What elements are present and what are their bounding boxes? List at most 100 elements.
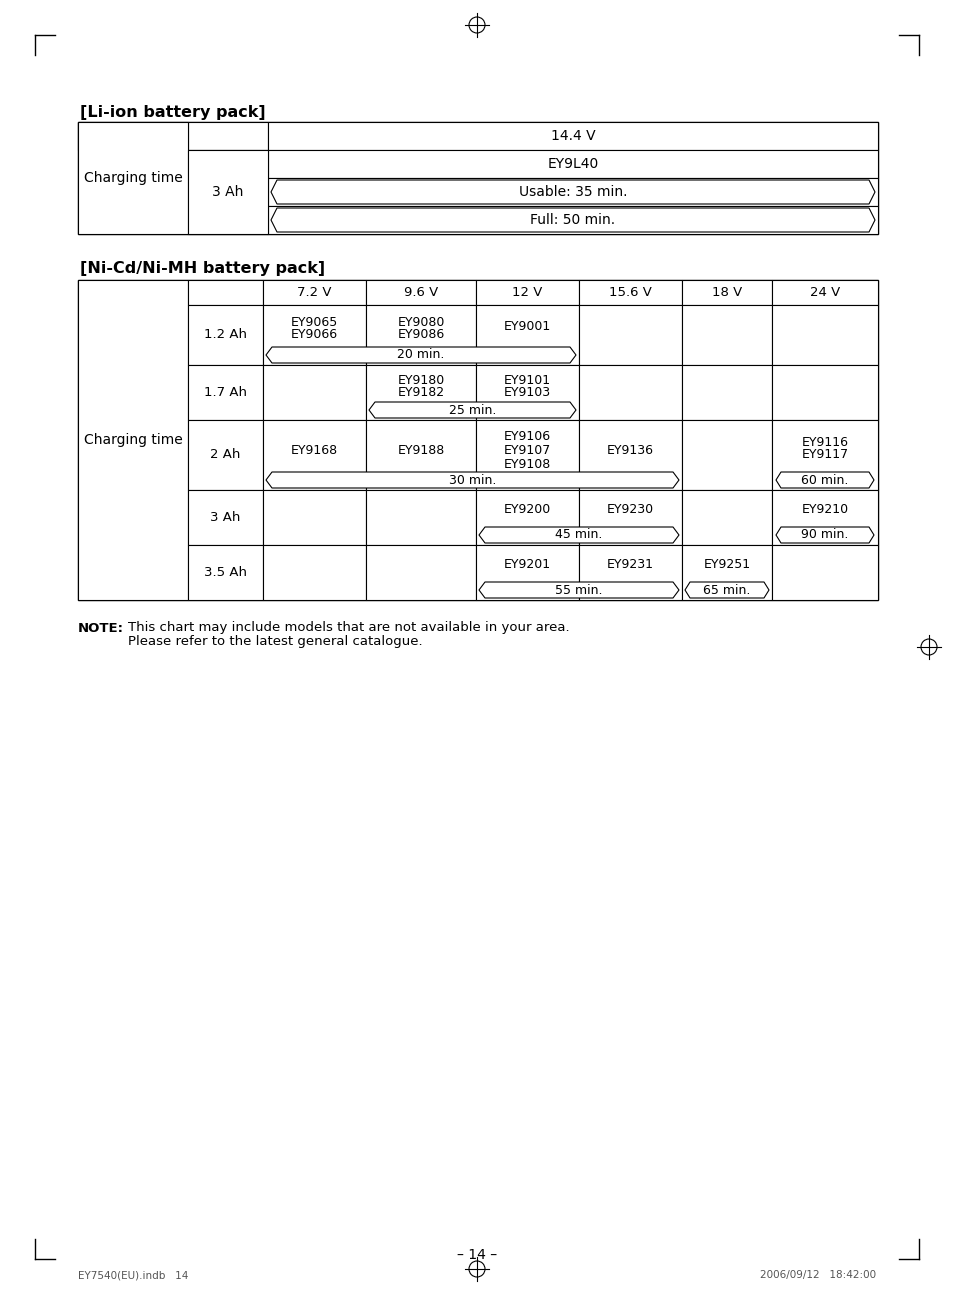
Text: EY9086: EY9086 <box>397 329 444 342</box>
Text: EY9251: EY9251 <box>702 558 750 571</box>
Bar <box>268 179 877 206</box>
Text: 65 min.: 65 min. <box>702 584 750 597</box>
Bar <box>366 305 476 365</box>
Text: EY9080: EY9080 <box>396 317 444 330</box>
Bar <box>188 490 263 545</box>
Polygon shape <box>684 582 768 598</box>
Text: 2 Ah: 2 Ah <box>210 449 240 462</box>
Polygon shape <box>271 180 874 204</box>
Bar <box>476 421 578 490</box>
Bar <box>476 365 578 421</box>
Text: 9.6 V: 9.6 V <box>403 286 437 299</box>
Text: 18 V: 18 V <box>711 286 741 299</box>
Bar <box>188 179 268 206</box>
Text: EY9168: EY9168 <box>291 445 337 458</box>
Text: EY9200: EY9200 <box>503 503 551 516</box>
Text: Charging time: Charging time <box>84 171 182 185</box>
Text: EY9116: EY9116 <box>801 436 847 449</box>
Text: This chart may include models that are not available in your area.: This chart may include models that are n… <box>128 621 569 634</box>
Text: EY9180: EY9180 <box>397 374 444 387</box>
Bar <box>188 150 268 179</box>
Text: 3 Ah: 3 Ah <box>213 185 243 199</box>
Text: 14.4 V: 14.4 V <box>550 129 595 144</box>
Bar <box>578 280 681 305</box>
Bar <box>268 122 877 150</box>
Bar <box>681 490 771 545</box>
Polygon shape <box>775 527 873 543</box>
Text: 25 min.: 25 min. <box>448 404 496 417</box>
Text: EY9107: EY9107 <box>503 445 551 458</box>
Text: EY9103: EY9103 <box>503 386 551 399</box>
Bar <box>681 365 771 421</box>
Bar <box>366 545 476 600</box>
Bar <box>188 150 268 234</box>
Bar <box>263 365 366 421</box>
Bar <box>771 280 877 305</box>
Bar <box>578 490 681 545</box>
Text: EY9L40: EY9L40 <box>547 157 598 171</box>
Text: – 14 –: – 14 – <box>456 1247 497 1262</box>
Text: NOTE:: NOTE: <box>78 621 124 634</box>
Bar <box>476 305 578 365</box>
Text: EY9231: EY9231 <box>606 558 654 571</box>
Bar <box>263 305 366 365</box>
Text: 3.5 Ah: 3.5 Ah <box>204 565 247 578</box>
Bar <box>268 150 877 179</box>
Bar <box>188 122 268 150</box>
Text: 1.7 Ah: 1.7 Ah <box>204 386 247 399</box>
Text: EY9117: EY9117 <box>801 449 847 462</box>
Polygon shape <box>369 402 576 418</box>
Text: 60 min.: 60 min. <box>801 474 848 487</box>
Bar <box>681 545 771 600</box>
Polygon shape <box>271 208 874 232</box>
Bar <box>78 122 188 150</box>
Bar <box>366 280 476 305</box>
Text: 20 min.: 20 min. <box>396 348 444 361</box>
Polygon shape <box>478 582 679 598</box>
Bar <box>263 280 366 305</box>
Bar <box>78 122 188 234</box>
Bar <box>578 421 681 490</box>
Bar <box>263 490 366 545</box>
Text: 90 min.: 90 min. <box>801 528 848 541</box>
Bar <box>578 365 681 421</box>
Bar <box>681 421 771 490</box>
Text: 2006/09/12   18:42:00: 2006/09/12 18:42:00 <box>760 1269 875 1280</box>
Bar <box>771 305 877 365</box>
Text: EY9182: EY9182 <box>397 386 444 399</box>
Bar <box>476 280 578 305</box>
Bar <box>476 490 578 545</box>
Polygon shape <box>266 347 576 364</box>
Text: [Li-ion battery pack]: [Li-ion battery pack] <box>80 105 265 119</box>
Bar <box>366 421 476 490</box>
Text: 12 V: 12 V <box>512 286 542 299</box>
Bar <box>366 490 476 545</box>
Text: EY9001: EY9001 <box>503 321 551 334</box>
Bar <box>78 280 188 600</box>
Text: 45 min.: 45 min. <box>555 528 602 541</box>
Bar <box>771 365 877 421</box>
Text: EY7540(EU).indb   14: EY7540(EU).indb 14 <box>78 1269 188 1280</box>
Bar <box>681 280 771 305</box>
Text: Full: 50 min.: Full: 50 min. <box>530 214 615 226</box>
Text: 24 V: 24 V <box>809 286 840 299</box>
Text: EY9188: EY9188 <box>397 445 444 458</box>
Text: EY9201: EY9201 <box>503 558 551 571</box>
Text: Please refer to the latest general catalogue.: Please refer to the latest general catal… <box>128 635 422 648</box>
Text: EY9066: EY9066 <box>291 329 337 342</box>
Polygon shape <box>266 472 679 488</box>
Text: EY9101: EY9101 <box>503 374 551 387</box>
Bar <box>476 545 578 600</box>
Text: [Ni-Cd/Ni-MH battery pack]: [Ni-Cd/Ni-MH battery pack] <box>80 260 325 276</box>
Bar <box>681 305 771 365</box>
Bar <box>578 545 681 600</box>
Text: Charging time: Charging time <box>84 433 182 446</box>
Bar <box>188 305 263 365</box>
Bar <box>188 421 263 490</box>
Text: 15.6 V: 15.6 V <box>608 286 651 299</box>
Bar <box>188 280 263 305</box>
Text: EY9210: EY9210 <box>801 503 847 516</box>
Polygon shape <box>478 527 679 543</box>
Bar <box>78 280 877 600</box>
Bar <box>188 545 263 600</box>
